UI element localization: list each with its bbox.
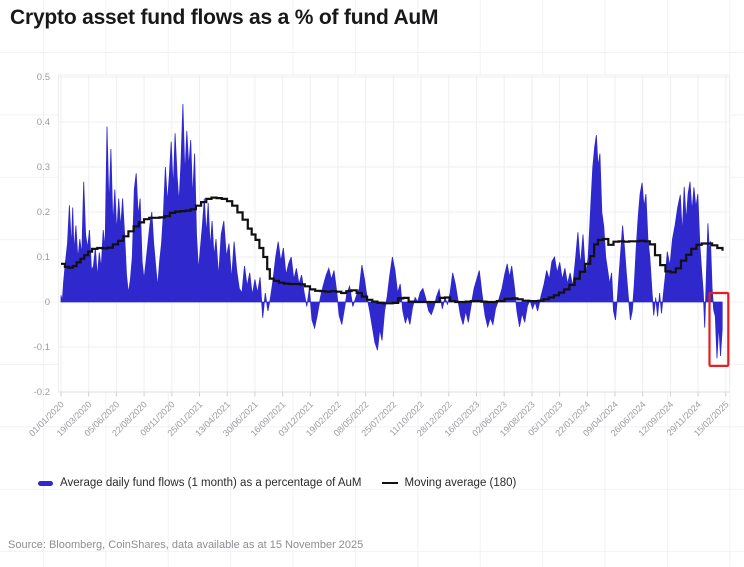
moving-average-line [61,196,724,305]
y-tick-label: 0.4 [37,117,50,128]
y-tick-label: 0.5 [37,72,50,83]
chart-svg: 01/01/202019/03/202005/06/202022/08/2020… [27,72,731,438]
legend-label-flows: Average daily fund flows (1 month) as a … [60,477,362,489]
y-tick-label: 0.1 [37,252,50,263]
source-note: Source: Bloomberg, CoinShares, data avai… [8,539,364,551]
y-tick-label: -0.1 [34,342,50,353]
legend-label-moving-average: Moving average (180) [404,477,517,489]
plot-background [58,74,730,393]
legend-item-flows: Average daily fund flows (1 month) as a … [38,477,362,489]
legend-item-moving-average: Moving average (180) [381,477,517,489]
flows-series-swatch-icon [38,480,53,486]
y-tick-label: 0.3 [37,162,50,173]
y-tick-label: 0 [45,297,50,308]
y-tick-label: -0.2 [34,387,50,398]
page-title: Crypto asset fund flows as a % of fund A… [10,6,439,29]
y-tick-label: 0.2 [37,207,50,218]
moving-average-swatch-icon [381,481,398,485]
highlight-box [708,291,730,368]
legend: Average daily fund flows (1 month) as a … [38,477,516,489]
